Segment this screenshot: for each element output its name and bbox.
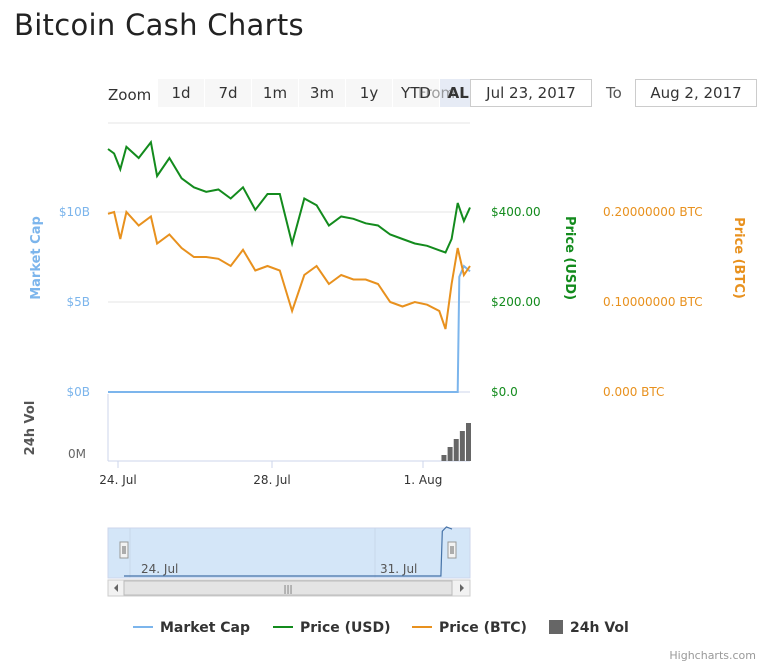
price-btc-tick-label: 0.000 BTC <box>603 385 664 399</box>
navigator-tick-label: 24. Jul <box>141 562 178 576</box>
volume-tick-label: 0M <box>68 447 86 461</box>
volume-bar <box>441 455 447 461</box>
price-btc-axis-title: Price (BTC) <box>731 217 746 299</box>
zoom-1m-button[interactable]: 1m <box>252 79 298 107</box>
scrollbar-grip-icon: ||| <box>283 585 292 595</box>
zoom-label: Zoom <box>108 86 152 104</box>
market-cap-axis-title: Market Cap <box>29 216 44 300</box>
from-date-input[interactable]: Jul 23, 2017 <box>470 79 592 107</box>
price-usd-line <box>107 139 471 254</box>
navigator-tick-label: 31. Jul <box>380 562 417 576</box>
scroll-left-arrow-icon[interactable] <box>114 584 118 592</box>
zoom-1y-button[interactable]: 1y <box>346 79 392 107</box>
zoom-1d-button[interactable]: 1d <box>158 79 204 107</box>
price-btc-line <box>107 209 471 330</box>
volume-bar <box>459 431 465 461</box>
market-cap-tick-label: $10B <box>59 205 90 219</box>
volume-bar <box>447 447 453 461</box>
zoom-ytd-button[interactable]: YTD <box>393 79 439 107</box>
navigator-series-line <box>124 526 453 577</box>
legend-item[interactable]: Price (BTC) <box>439 620 527 636</box>
volume-bar <box>466 423 471 461</box>
market-cap-tick-label: $5B <box>66 295 90 309</box>
price-usd-tick-label: $0.0 <box>491 385 518 399</box>
price-btc-tick-label: 0.10000000 BTC <box>603 295 703 309</box>
zoom-3m-button[interactable]: 3m <box>299 79 345 107</box>
price-btc-tick-label: 0.20000000 BTC <box>603 205 703 219</box>
to-label: To <box>606 84 622 102</box>
volume-axis-title: 24h Vol <box>23 401 38 456</box>
legend-item[interactable]: Market Cap <box>160 620 250 636</box>
legend-item[interactable]: 24h Vol <box>570 620 629 636</box>
navigator-right-handle[interactable] <box>447 541 457 559</box>
volume-bar <box>453 439 459 461</box>
zoom-7d-button[interactable]: 7d <box>205 79 251 107</box>
price-usd-axis-title: Price (USD) <box>562 216 577 300</box>
navigator-selected-range[interactable] <box>107 527 471 579</box>
page-title: Bitcoin Cash Charts <box>14 8 304 42</box>
from-label: From <box>418 84 456 102</box>
price-usd-tick-label: $200.00 <box>491 295 541 309</box>
highcharts-credits-link[interactable]: Highcharts.com <box>669 649 756 662</box>
x-tick-label: 28. Jul <box>253 473 290 487</box>
scroll-right-arrow-icon[interactable] <box>460 584 464 592</box>
market-cap-line <box>108 264 471 393</box>
to-date-input[interactable]: Aug 2, 2017 <box>635 79 757 107</box>
navigator-left-handle[interactable] <box>119 541 129 559</box>
navigator-scrollbar-thumb[interactable] <box>123 580 453 596</box>
x-tick-label: 1. Aug <box>404 473 443 487</box>
legend-swatch <box>549 620 563 634</box>
x-tick-label: 24. Jul <box>99 473 136 487</box>
price-usd-tick-label: $400.00 <box>491 205 541 219</box>
legend-item[interactable]: Price (USD) <box>300 620 391 636</box>
market-cap-tick-label: $0B <box>66 385 90 399</box>
